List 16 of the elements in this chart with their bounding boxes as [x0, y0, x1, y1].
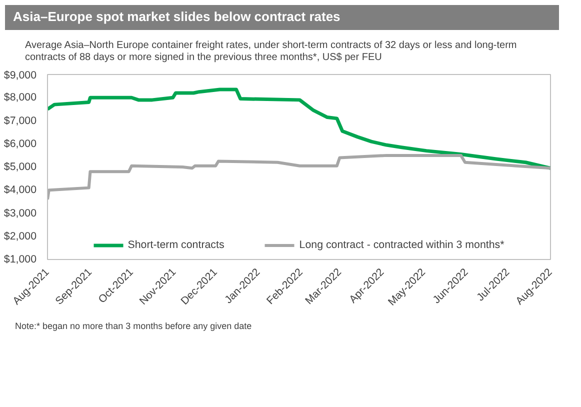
legend-label: Long contract - contracted within 3 months* [299, 238, 504, 251]
y-tick-label: $9,000 [4, 69, 37, 82]
y-tick-label: $7,000 [4, 114, 37, 126]
y-tick-label: $1,000 [4, 253, 37, 266]
text: Note:* began no more than 3 months before any given date [15, 320, 252, 332]
y-tick-label: $6,000 [4, 137, 37, 150]
y-tick-label: $8,000 [4, 91, 37, 104]
y-tick-label: $4,000 [4, 184, 37, 196]
y-tick-label: $3,000 [4, 206, 37, 219]
y-tick-label: $5,000 [4, 160, 37, 173]
chart-subtitle: Average Asia–North Europe container freight rates, under short-term contracts of 32 days or less and long-term contracts of 88 days or more signed in the previous three months*, US$ per FEU [25, 40, 518, 64]
line-series [48, 87, 550, 170]
chart-title: Asia–Europe spot market slides below contract rates [13, 8, 340, 26]
line-series [48, 154, 550, 200]
y-tick-label: $2,000 [4, 230, 37, 242]
legend-label: Short-term contracts [128, 238, 224, 251]
